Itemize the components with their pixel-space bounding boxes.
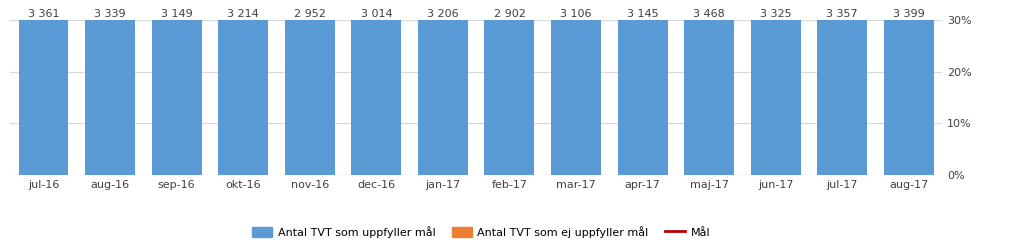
Text: 3 145: 3 145 xyxy=(627,10,658,20)
Text: 3 357: 3 357 xyxy=(826,10,858,20)
Bar xyxy=(218,20,268,175)
Bar xyxy=(817,20,867,175)
Bar xyxy=(684,20,734,175)
Bar xyxy=(418,20,468,175)
Bar xyxy=(18,20,69,175)
Bar xyxy=(484,20,535,175)
Text: 3 361: 3 361 xyxy=(28,10,59,20)
Legend: Antal TVT som uppfyller mål, Antal TVT som ej uppfyller mål, Mål: Antal TVT som uppfyller mål, Antal TVT s… xyxy=(248,221,715,242)
Text: 3 325: 3 325 xyxy=(760,10,792,20)
Text: 3 468: 3 468 xyxy=(693,10,725,20)
Bar xyxy=(152,20,202,175)
Bar xyxy=(285,20,335,175)
Bar xyxy=(617,20,668,175)
Text: 3 214: 3 214 xyxy=(227,10,259,20)
Bar xyxy=(351,20,401,175)
Bar xyxy=(751,20,801,175)
Text: 3 399: 3 399 xyxy=(893,10,925,20)
Text: 3 339: 3 339 xyxy=(94,10,126,20)
Text: 3 014: 3 014 xyxy=(360,10,392,20)
Text: 2 952: 2 952 xyxy=(294,10,326,20)
Text: 3 149: 3 149 xyxy=(161,10,193,20)
Text: 3 106: 3 106 xyxy=(560,10,592,20)
Text: 2 902: 2 902 xyxy=(494,10,525,20)
Bar xyxy=(85,20,135,175)
Bar xyxy=(551,20,601,175)
Text: 3 206: 3 206 xyxy=(427,10,459,20)
Bar xyxy=(884,20,934,175)
